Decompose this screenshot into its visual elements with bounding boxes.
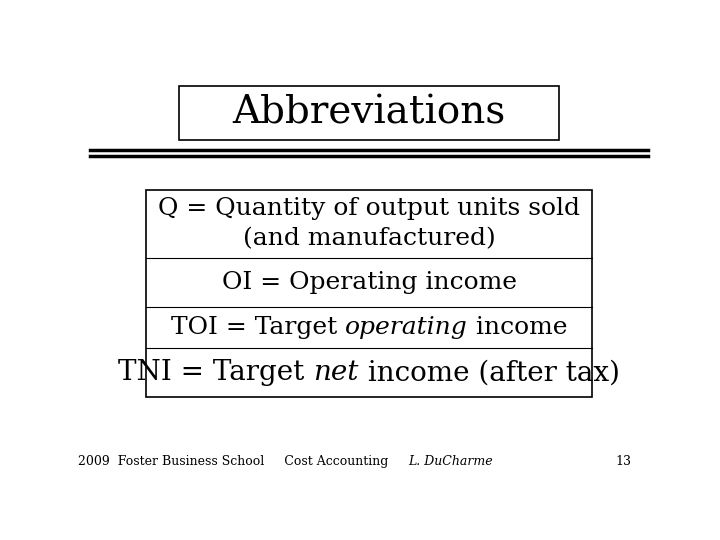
Text: Abbreviations: Abbreviations [233,94,505,131]
Text: 13: 13 [616,455,631,468]
Text: operating: operating [345,316,468,339]
Text: L. DuCharme: L. DuCharme [408,455,492,468]
Text: income (after tax): income (after tax) [359,360,620,387]
Text: TOI = Target: TOI = Target [171,316,345,339]
Text: net: net [313,360,359,387]
Text: Q = Quantity of output units sold
(and manufactured): Q = Quantity of output units sold (and m… [158,197,580,250]
Text: income: income [468,316,567,339]
Text: TNI = Target: TNI = Target [118,360,313,387]
Text: 2009  Foster Business School     Cost Accounting: 2009 Foster Business School Cost Account… [78,455,408,468]
Text: OI = Operating income: OI = Operating income [222,271,516,294]
FancyBboxPatch shape [145,190,593,397]
FancyBboxPatch shape [179,85,559,140]
